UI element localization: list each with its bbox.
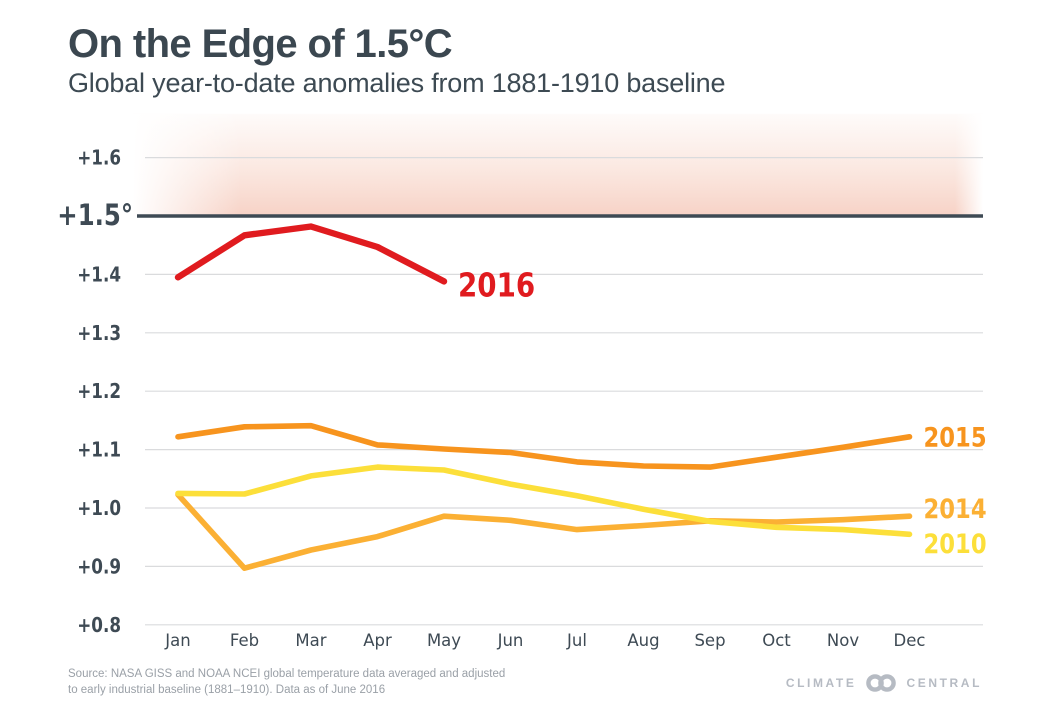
x-tick-label-Feb: Feb <box>230 631 259 650</box>
series-label-2015: 2015 <box>924 422 987 453</box>
page-title: On the Edge of 1.5°C <box>68 22 453 66</box>
y-tick-label-+1.0: +1.0 <box>77 498 121 521</box>
x-tick-label-Nov: Nov <box>827 631 859 650</box>
series-label-2016: 2016 <box>458 267 535 305</box>
x-tick-label-Jan: Jan <box>164 631 190 650</box>
band-left-fade <box>133 113 241 216</box>
chart-header: On the Edge of 1.5°C Global year-to-date… <box>68 22 725 99</box>
climate-central-rings-icon <box>866 674 897 692</box>
series-line-2010 <box>175 464 913 538</box>
x-tick-label-Oct: Oct <box>762 631 791 650</box>
y-tick-label-+1.4: +1.4 <box>77 264 121 287</box>
above-1.5-danger-band <box>133 113 983 216</box>
band-right-fade <box>955 113 983 216</box>
x-tick-label-Sep: Sep <box>694 631 725 650</box>
x-tick-label-May: May <box>427 631 461 650</box>
brand-text-central: CENTRAL <box>906 676 982 690</box>
x-tick-label-Jul: Jul <box>566 631 587 650</box>
y-tick-label-+1.1: +1.1 <box>77 439 121 462</box>
x-tick-label-Dec: Dec <box>894 631 926 650</box>
y-tick-label-+1.3: +1.3 <box>77 322 121 345</box>
series-line-2016 <box>174 223 448 285</box>
climate-central-logo: CLIMATE CENTRAL <box>786 672 982 694</box>
brand-text-climate: CLIMATE <box>785 676 857 690</box>
chart-footer: Source: NASA GISS and NOAA NCEI global t… <box>0 658 1050 718</box>
x-tick-label-Mar: Mar <box>295 631 326 650</box>
y-tick-label-+1.6: +1.6 <box>77 147 121 170</box>
x-tick-label-Apr: Apr <box>363 631 392 650</box>
source-line-1: Source: NASA GISS and NOAA NCEI global t… <box>68 668 506 680</box>
y-tick-label-+0.9: +0.9 <box>77 556 121 579</box>
series-label-2014: 2014 <box>924 493 987 524</box>
source-note: Source: NASA GISS and NOAA NCEI global t… <box>68 666 505 698</box>
source-line-2: to early industrial baseline (1881–1910)… <box>68 684 386 696</box>
x-tick-label-Jun: Jun <box>497 631 524 650</box>
series-line-2014 <box>175 491 913 571</box>
x-tick-label-Aug: Aug <box>627 631 659 650</box>
y-tick-label-threshold: +1.5° <box>57 199 133 233</box>
series-line-2015 <box>175 422 913 470</box>
y-tick-label-+0.8: +0.8 <box>77 614 121 637</box>
y-tick-label-+1.2: +1.2 <box>77 381 121 404</box>
page-subtitle: Global year-to-date anomalies from 1881-… <box>68 68 726 98</box>
series-label-2010: 2010 <box>924 528 987 559</box>
